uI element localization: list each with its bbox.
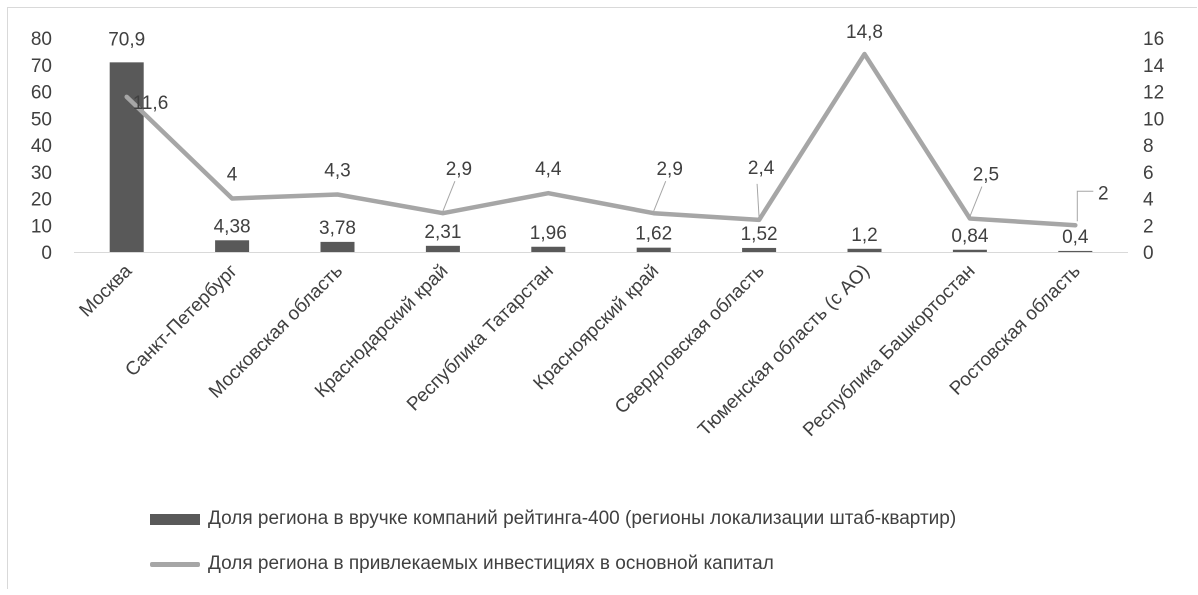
- y-right-tick-label: 16: [1143, 29, 1164, 50]
- line-data-label: 4,4: [535, 159, 562, 180]
- y-left-tick-label: 80: [31, 29, 52, 50]
- bar-data-label: 1,52: [741, 224, 778, 245]
- line-data-label: 2: [1098, 183, 1109, 204]
- line-label-leader: [442, 181, 456, 212]
- y-left-tick-label: 0: [41, 243, 52, 264]
- y-right-tick-label: 12: [1143, 83, 1164, 104]
- y-left-tick-label: 70: [31, 56, 52, 77]
- legend-label-line: Доля региона в привлекаемых инвестициях …: [208, 553, 774, 574]
- bar: [1058, 250, 1093, 252]
- line-data-label: 14,8: [846, 22, 883, 43]
- bar-data-label: 1,62: [635, 224, 672, 245]
- bar-data-label: 4,38: [214, 216, 251, 237]
- bar: [425, 245, 460, 252]
- line-label-leader: [653, 181, 667, 212]
- y-left-tick-label: 10: [31, 216, 52, 237]
- legend-bar-swatch: [150, 513, 200, 525]
- line-data-label: 4,3: [324, 160, 350, 181]
- y-right-tick-label: 0: [1143, 243, 1154, 264]
- bar: [742, 247, 777, 252]
- y-right-tick-label: 14: [1143, 56, 1165, 77]
- bar-data-label: 1,2: [851, 225, 877, 246]
- bar: [320, 241, 355, 252]
- y-right-tick-label: 8: [1143, 136, 1154, 157]
- line-label-leader: [1076, 190, 1094, 222]
- bar-data-label: 0,4: [1062, 227, 1089, 248]
- legend-item-line: Доля региона в привлекаемых инвестициях …: [150, 550, 1150, 578]
- y-left-tick-label: 60: [31, 83, 52, 104]
- y-left-tick-label: 40: [31, 136, 52, 157]
- line-series: [124, 51, 1078, 228]
- line-data-label: 4: [227, 165, 238, 186]
- bar-data-label: 0,84: [951, 226, 988, 247]
- bar: [952, 249, 987, 252]
- line-label-leader: [756, 183, 760, 218]
- y-right-tick-label: 10: [1143, 109, 1164, 130]
- y-left-tick-label: 50: [31, 109, 52, 130]
- y-right-tick-label: 6: [1143, 163, 1154, 184]
- legend-label-bars: Доля региона в вручке компаний рейтинга-…: [208, 508, 957, 529]
- y-left-tick-label: 20: [31, 190, 52, 211]
- bar: [531, 246, 566, 252]
- bar-data-label: 70,9: [108, 29, 145, 50]
- bar-data-label: 2,31: [424, 222, 461, 243]
- legend-item-bars: Доля региона в вручке компаний рейтинга-…: [150, 505, 1150, 533]
- line-data-label: 2,4: [748, 158, 775, 179]
- bar-data-label: 3,78: [319, 218, 356, 239]
- line-data-label: 2,9: [446, 159, 472, 180]
- y-right-tick-label: 4: [1143, 190, 1154, 211]
- chart-frame: [7, 7, 1197, 589]
- bar: [847, 248, 882, 252]
- line-data-label: 2,9: [656, 159, 682, 180]
- bar-data-label: 1,96: [530, 223, 567, 244]
- y-left-tick-label: 30: [31, 163, 52, 184]
- y-right-tick-label: 2: [1143, 216, 1154, 237]
- bar: [215, 240, 250, 252]
- line-data-label: 11,6: [133, 93, 169, 114]
- bar: [109, 62, 144, 252]
- legend-line-swatch: [150, 561, 200, 567]
- line-data-label: 2,5: [973, 165, 999, 186]
- line-label-leader: [969, 186, 983, 217]
- bar: [636, 247, 671, 252]
